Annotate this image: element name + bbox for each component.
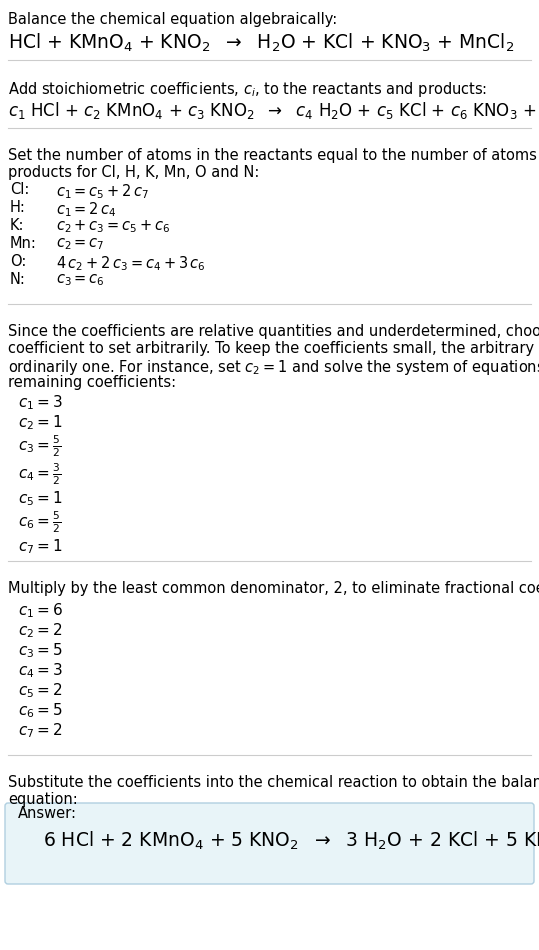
Text: H:: H: — [10, 200, 26, 215]
Text: Substitute the coefficients into the chemical reaction to obtain the balanced: Substitute the coefficients into the che… — [8, 775, 539, 790]
Text: $c_6 = 5$: $c_6 = 5$ — [18, 701, 63, 720]
Text: $c_2 = 1$: $c_2 = 1$ — [18, 413, 63, 431]
Text: $c_1 = 6$: $c_1 = 6$ — [18, 601, 63, 619]
Text: $c_1$ HCl + $c_2$ KMnO$_4$ + $c_3$ KNO$_2$  $\rightarrow$  $c_4$ H$_2$O + $c_5$ : $c_1$ HCl + $c_2$ KMnO$_4$ + $c_3$ KNO$_… — [8, 100, 539, 121]
Text: Since the coefficients are relative quantities and underdetermined, choose a: Since the coefficients are relative quan… — [8, 324, 539, 339]
Text: $c_3 = c_6$: $c_3 = c_6$ — [56, 272, 105, 288]
Text: products for Cl, H, K, Mn, O and N:: products for Cl, H, K, Mn, O and N: — [8, 165, 259, 180]
Text: Answer:: Answer: — [18, 806, 77, 821]
Text: ordinarily one. For instance, set $c_2 = 1$ and solve the system of equations fo: ordinarily one. For instance, set $c_2 =… — [8, 358, 539, 377]
Text: $c_2 = 2$: $c_2 = 2$ — [18, 621, 63, 639]
Text: coefficient to set arbitrarily. To keep the coefficients small, the arbitrary va: coefficient to set arbitrarily. To keep … — [8, 341, 539, 356]
Text: $c_7 = 2$: $c_7 = 2$ — [18, 721, 63, 740]
Text: $c_5 = 2$: $c_5 = 2$ — [18, 681, 63, 700]
Text: $c_4 = \frac{3}{2}$: $c_4 = \frac{3}{2}$ — [18, 461, 61, 486]
Text: $c_1 = 3$: $c_1 = 3$ — [18, 393, 63, 411]
Text: $c_6 = \frac{5}{2}$: $c_6 = \frac{5}{2}$ — [18, 509, 61, 535]
Text: $c_1 = c_5 + 2\,c_7$: $c_1 = c_5 + 2\,c_7$ — [56, 182, 149, 200]
Text: $4\,c_2 + 2\,c_3 = c_4 + 3\,c_6$: $4\,c_2 + 2\,c_3 = c_4 + 3\,c_6$ — [56, 254, 206, 273]
Text: O:: O: — [10, 254, 26, 269]
Text: $c_2 + c_3 = c_5 + c_6$: $c_2 + c_3 = c_5 + c_6$ — [56, 218, 171, 235]
Text: Mn:: Mn: — [10, 236, 37, 251]
Text: $c_1 = 2\,c_4$: $c_1 = 2\,c_4$ — [56, 200, 116, 218]
Text: HCl + KMnO$_4$ + KNO$_2$  $\rightarrow$  H$_2$O + KCl + KNO$_3$ + MnCl$_2$: HCl + KMnO$_4$ + KNO$_2$ $\rightarrow$ H… — [8, 32, 514, 54]
Text: $c_2 = c_7$: $c_2 = c_7$ — [56, 236, 105, 252]
Text: K:: K: — [10, 218, 24, 233]
Text: Set the number of atoms in the reactants equal to the number of atoms in the: Set the number of atoms in the reactants… — [8, 148, 539, 163]
Text: equation:: equation: — [8, 792, 78, 807]
Text: $c_4 = 3$: $c_4 = 3$ — [18, 661, 63, 679]
Text: Multiply by the least common denominator, 2, to eliminate fractional coefficient: Multiply by the least common denominator… — [8, 581, 539, 596]
Text: Cl:: Cl: — [10, 182, 29, 197]
Text: $c_7 = 1$: $c_7 = 1$ — [18, 537, 63, 556]
Text: remaining coefficients:: remaining coefficients: — [8, 375, 176, 390]
Text: $c_3 = \frac{5}{2}$: $c_3 = \frac{5}{2}$ — [18, 433, 61, 459]
Text: $\;$6 HCl + 2 KMnO$_4$ + 5 KNO$_2$  $\rightarrow$  3 H$_2$O + 2 KCl + 5 KNO$_3$ : $\;$6 HCl + 2 KMnO$_4$ + 5 KNO$_2$ $\rig… — [38, 830, 539, 852]
Text: Add stoichiometric coefficients, $c_i$, to the reactants and products:: Add stoichiometric coefficients, $c_i$, … — [8, 80, 487, 99]
Text: Balance the chemical equation algebraically:: Balance the chemical equation algebraica… — [8, 12, 337, 27]
Text: N:: N: — [10, 272, 26, 287]
Text: $c_3 = 5$: $c_3 = 5$ — [18, 641, 63, 659]
FancyBboxPatch shape — [5, 803, 534, 884]
Text: $c_5 = 1$: $c_5 = 1$ — [18, 489, 63, 507]
